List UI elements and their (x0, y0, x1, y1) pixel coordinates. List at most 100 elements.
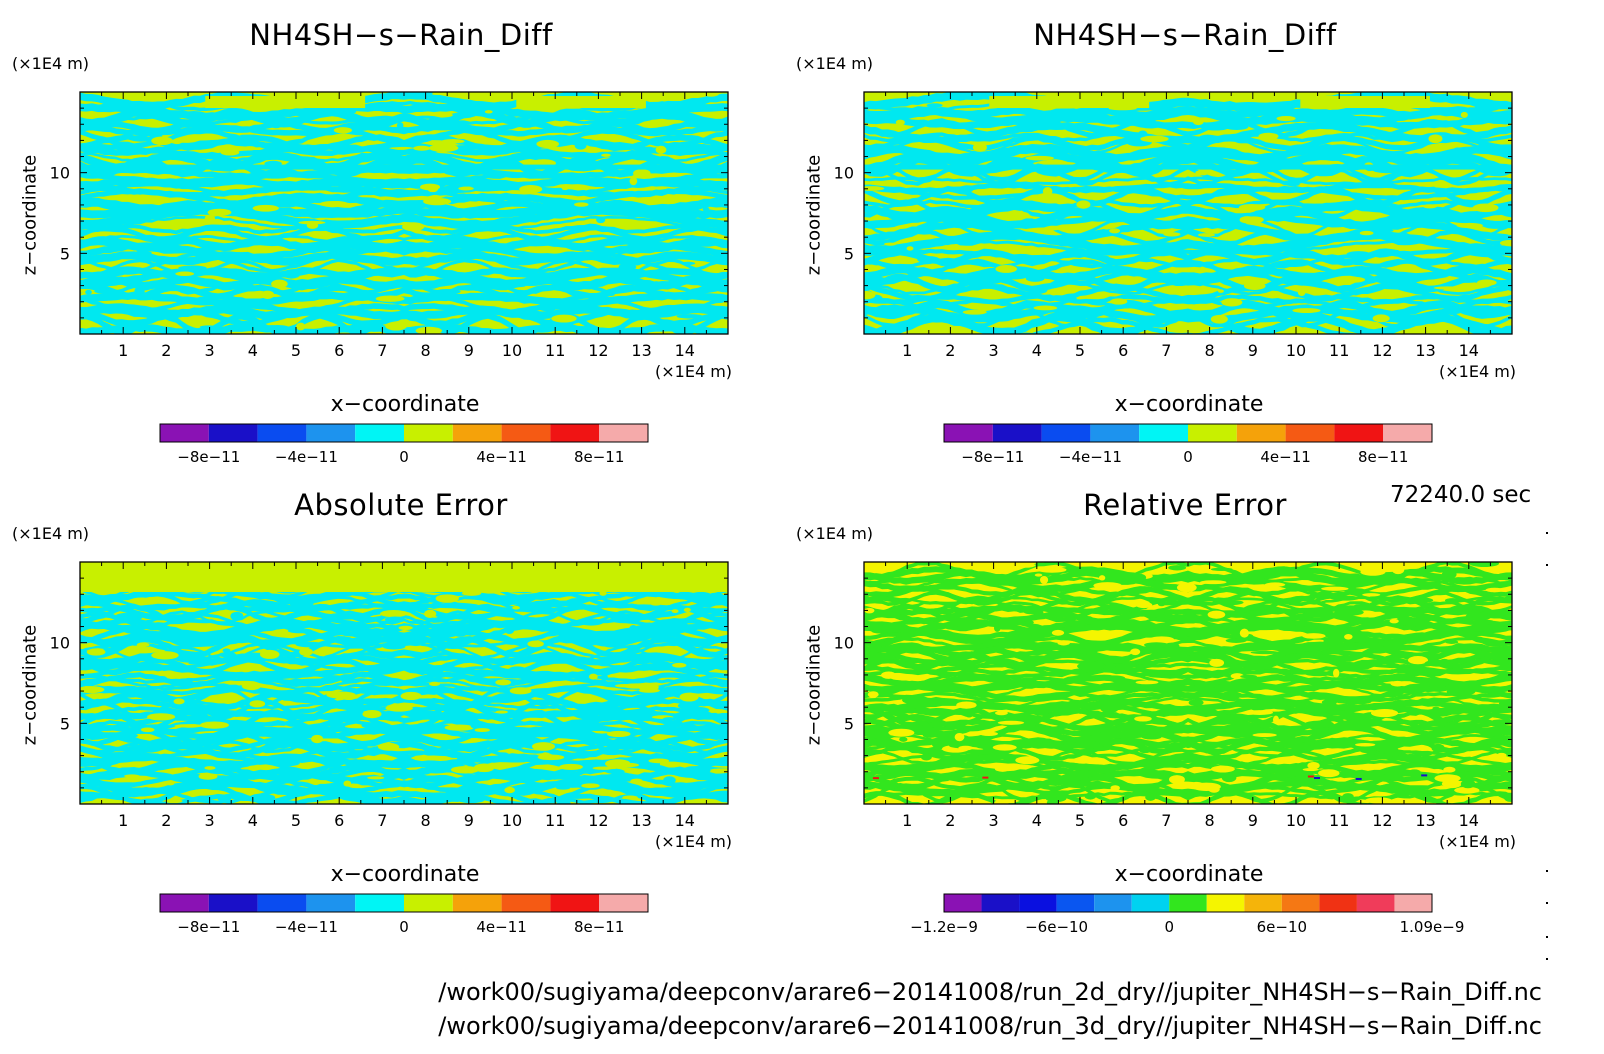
colorbar-cell (1334, 424, 1384, 442)
field-blob (1397, 263, 1417, 270)
field-blob (295, 641, 325, 648)
field-blob (519, 185, 543, 194)
field-blob (538, 306, 557, 312)
field-blob (1240, 674, 1257, 679)
x-tick-label: 6 (1118, 811, 1128, 830)
field-blob (269, 120, 283, 129)
field-blob (993, 624, 1001, 632)
field-blob (560, 204, 569, 210)
field-blob (650, 601, 662, 606)
field-band (80, 780, 728, 799)
field-blob (1207, 610, 1226, 619)
field-blob (1034, 573, 1043, 577)
field-blob (1485, 587, 1504, 593)
field-blob (1243, 281, 1266, 290)
field-blob (86, 648, 106, 656)
field-blob (175, 678, 193, 686)
x-tick-label: 9 (1248, 811, 1258, 830)
field-blob (1168, 775, 1185, 784)
file-path-3d: /work00/sugiyama/deepconv/arare6−2014100… (438, 1012, 1542, 1040)
x-tick-label: 1 (118, 341, 128, 360)
y-tick-label: 5 (60, 714, 70, 733)
x-unit-label: (×1E4 m) (655, 832, 733, 851)
field-blob (1456, 222, 1483, 229)
field-band (864, 711, 1512, 732)
field-blob (1473, 619, 1495, 625)
field-band (80, 651, 728, 663)
field-blob (140, 727, 155, 733)
field-blob (178, 265, 207, 271)
field-blob (1210, 567, 1233, 572)
field-blob (895, 119, 905, 126)
field-blob (683, 607, 691, 612)
field-blob (151, 282, 172, 290)
field-band (80, 303, 728, 317)
field-speck (872, 777, 879, 780)
field-blob (1238, 204, 1266, 211)
field-blob (1100, 704, 1119, 713)
field-blob (1370, 228, 1394, 233)
field-blob (1221, 298, 1243, 307)
field-blob (958, 745, 973, 751)
field-blob (962, 309, 987, 315)
field-band (864, 134, 1512, 152)
panel-diff-3d: NH4SH−s−Rain_Diff (×1E4 m) z−coordinate … (784, 0, 1586, 486)
field-blob (1476, 279, 1497, 286)
field-band (864, 696, 1512, 711)
field-blob (118, 280, 143, 284)
field-blob (488, 255, 502, 261)
field-blob (85, 289, 92, 295)
field-blob (622, 683, 651, 689)
field-band (80, 184, 728, 199)
field-blob (1131, 573, 1147, 582)
heatmap-field (864, 562, 1512, 804)
field-blob (474, 728, 490, 733)
panel-title: NH4SH−s−Rain_Diff (1033, 18, 1337, 52)
field-blob (259, 649, 280, 659)
field-blob (146, 713, 176, 721)
colorbar-tick-label: −1.2e−9 (910, 918, 978, 936)
field-band (864, 132, 1512, 143)
field-blob (1308, 650, 1324, 656)
field-blob (972, 143, 987, 152)
field-blob (413, 145, 431, 151)
field-band (864, 713, 1512, 732)
field-blob (1435, 116, 1451, 121)
x-tick-label: 8 (1205, 811, 1215, 830)
field-blob (537, 754, 565, 761)
field-speck (1421, 774, 1428, 777)
x-tick-label: 11 (1329, 341, 1349, 360)
field-blob (1168, 565, 1187, 571)
field-blob (207, 208, 232, 216)
field-blob (1408, 769, 1421, 775)
field-blob (1250, 650, 1280, 655)
field-blob (450, 766, 480, 774)
x-tick-label: 11 (545, 811, 565, 830)
field-blob (1102, 743, 1112, 747)
field-blob (555, 785, 571, 790)
field-band (864, 270, 1512, 287)
x-tick-label: 5 (291, 811, 301, 830)
panel-title: NH4SH−s−Rain_Diff (249, 18, 553, 52)
field-blob (592, 766, 617, 770)
field-blob (1209, 658, 1225, 667)
field-blob (509, 666, 526, 672)
field-blob (991, 596, 998, 604)
field-blob (618, 263, 637, 271)
colorbar-tick-label: −6e−10 (1025, 918, 1088, 936)
field-blob (204, 766, 216, 770)
field-blob (1454, 279, 1479, 283)
field-band (80, 774, 728, 797)
file-path-2d: /work00/sugiyama/deepconv/arare6−2014100… (438, 978, 1542, 1006)
field-band (80, 735, 728, 753)
field-blob (1455, 319, 1471, 328)
field-blob (1474, 103, 1501, 112)
x-tick-label: 7 (377, 811, 387, 830)
field-band (80, 744, 728, 764)
x-tick-label: 7 (377, 341, 387, 360)
field-blob (1362, 593, 1381, 597)
field-band (80, 284, 728, 300)
field-blob (1140, 135, 1169, 143)
